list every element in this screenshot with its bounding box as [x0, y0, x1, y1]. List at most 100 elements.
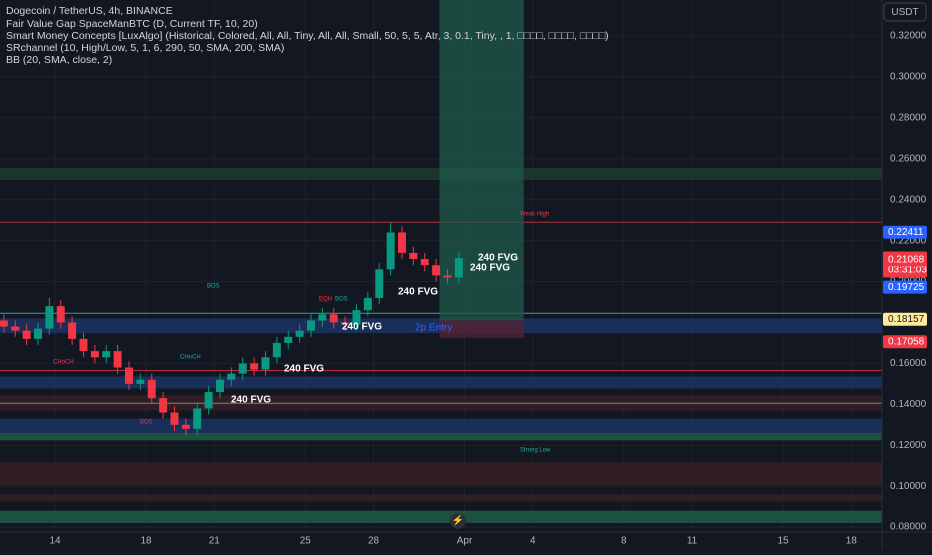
- price-tag-label: 0.22411: [888, 227, 924, 238]
- x-tick-label: 28: [368, 536, 380, 547]
- zone: [0, 462, 882, 486]
- y-tick-label: 0.28000: [890, 112, 927, 123]
- candle-body: [398, 232, 406, 253]
- replay-button[interactable]: [450, 513, 466, 529]
- candle-body: [90, 351, 99, 358]
- candle-body: [147, 379, 156, 399]
- position-stop: [439, 320, 524, 338]
- candle-body: [250, 363, 259, 370]
- candle-body: [386, 232, 395, 270]
- candle-body: [56, 306, 65, 323]
- annotation: 240 FVG: [398, 287, 438, 298]
- x-tick-label: 18: [846, 536, 858, 547]
- candle-body: [443, 275, 452, 278]
- zone: [0, 376, 882, 389]
- y-tick-label: 0.26000: [890, 153, 927, 164]
- candle-body: [193, 408, 202, 429]
- currency[interactable]: USDT: [891, 7, 918, 18]
- currency-button[interactable]: [883, 2, 927, 22]
- y-tick-label: 0.10000: [890, 481, 927, 492]
- annotation: 2p Entry: [415, 323, 452, 334]
- candle-body: [454, 258, 463, 278]
- candle-body: [352, 310, 361, 325]
- y-tick-label: 0.16000: [890, 358, 927, 369]
- indicator-label: BB (20, SMA, close, 2): [6, 54, 112, 66]
- candle-body: [341, 322, 350, 325]
- candle-body: [272, 342, 281, 358]
- candle-body: [204, 392, 213, 409]
- x-tick-label: Apr: [457, 536, 473, 547]
- candle-body: [136, 379, 145, 384]
- candle-body: [113, 351, 122, 368]
- candle-body: [363, 297, 372, 311]
- zone: [0, 418, 882, 433]
- price-tag-label: 0.19725: [888, 282, 925, 293]
- x-tick-label: 11: [687, 536, 698, 547]
- candle-body: [409, 252, 418, 260]
- annotation: BOS: [140, 420, 153, 426]
- candle-body: [34, 328, 42, 339]
- axes: 0.080000.100000.120000.140000.160000.180…: [49, 31, 927, 547]
- price-tag-label: 0.21068: [888, 254, 925, 265]
- x-tick-label: 25: [300, 536, 312, 547]
- annotation: BOS: [207, 284, 220, 290]
- annotation: BOS: [335, 297, 348, 303]
- candle-body: [295, 330, 304, 337]
- candle-body: [238, 363, 247, 374]
- candle-body: [68, 322, 77, 339]
- price-tag-label: 0.18157: [888, 314, 925, 325]
- zone: [0, 494, 882, 502]
- candle-body: [307, 320, 315, 331]
- price-tag: [883, 280, 927, 294]
- candle-body: [79, 338, 88, 352]
- candle-body: [0, 320, 8, 327]
- symbol-title: Dogecoin / TetherUS, 4h, BINANCE: [6, 5, 173, 17]
- candle-body: [284, 336, 293, 343]
- annotation: CHoCH: [53, 360, 74, 366]
- candle-body: [329, 314, 338, 323]
- y-tick-label: 0.32000: [890, 31, 927, 42]
- indicator-label: SRchannel (10, High/Low, 5, 1, 6, 290, 5…: [6, 42, 284, 54]
- annotation: CHoCH: [180, 355, 201, 361]
- candle-body: [420, 259, 429, 266]
- candle-body: [11, 326, 20, 331]
- position-target: [439, 0, 524, 321]
- legend: Dogecoin / TetherUS, 4h, BINANCE Fair Va…: [6, 5, 609, 66]
- price-tag: [883, 253, 927, 267]
- x-tick-label: 8: [621, 536, 627, 547]
- x-tick-label: 4: [530, 536, 536, 547]
- candle-body: [432, 265, 441, 276]
- indicator-label: Fair Value Gap SpaceManBTC (D, Current T…: [6, 18, 258, 30]
- indicator-label: Smart Money Concepts [LuxAlgo] (Historic…: [6, 30, 609, 42]
- annotation: Strong Low: [520, 448, 551, 454]
- annotation: 240 FVG: [470, 263, 510, 274]
- candle-body: [125, 367, 133, 384]
- zone: [0, 510, 882, 523]
- price-tag: [883, 312, 927, 326]
- x-tick-label: 18: [140, 536, 152, 547]
- candle-body: [216, 379, 224, 393]
- price-tag-label: 0.17058: [888, 336, 925, 347]
- x-tick-label: 21: [209, 536, 221, 547]
- candle-body: [102, 351, 111, 358]
- zone: [0, 432, 882, 441]
- x-tick-label: 15: [777, 536, 789, 547]
- annotation: 240 FVG: [284, 364, 324, 375]
- countdown: 03:31:03: [888, 265, 927, 276]
- annotation: 240 FVG: [478, 253, 518, 264]
- annotation: EQH: [319, 297, 332, 303]
- candle-body: [45, 306, 54, 329]
- candle-body: [181, 424, 190, 429]
- y-tick-label: 0.08000: [890, 522, 927, 533]
- annotation: 240 FVG: [231, 395, 271, 406]
- y-tick-label: 0.30000: [890, 72, 927, 83]
- candle-body: [375, 269, 384, 298]
- y-tick-label: 0.12000: [890, 440, 927, 451]
- replay-icon: ⚡: [452, 514, 464, 527]
- y-tick-label: 0.24000: [890, 194, 927, 205]
- candle-body: [318, 314, 327, 321]
- y-tick-label: 0.22000: [890, 235, 927, 246]
- x-tick-label: 14: [49, 536, 61, 547]
